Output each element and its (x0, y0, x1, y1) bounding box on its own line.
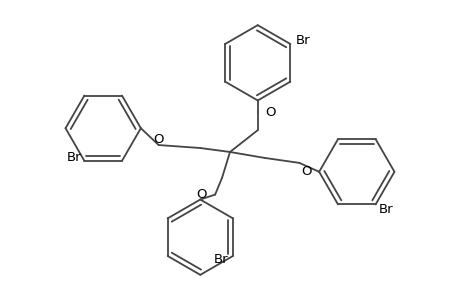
Text: Br: Br (295, 34, 309, 46)
Text: O: O (153, 133, 163, 146)
Text: O: O (301, 165, 311, 178)
Text: Br: Br (213, 254, 227, 266)
Text: Br: Br (67, 151, 81, 164)
Text: O: O (196, 188, 207, 201)
Text: Br: Br (378, 203, 392, 216)
Text: O: O (265, 106, 275, 119)
